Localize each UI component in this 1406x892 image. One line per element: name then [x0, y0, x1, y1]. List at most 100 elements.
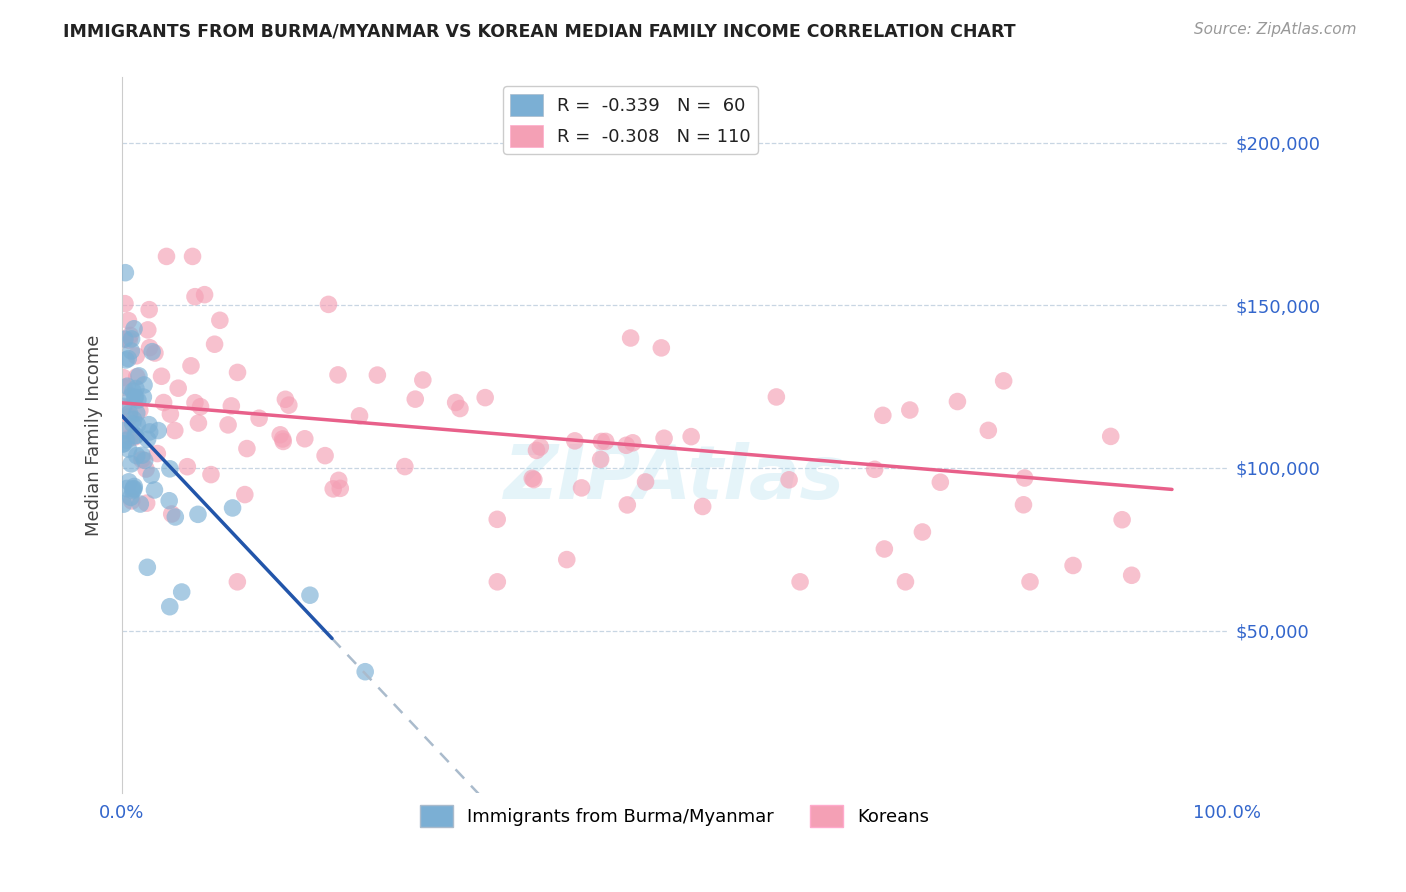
Point — [112, 436, 135, 450]
Point — [522, 471, 544, 485]
Point — [271, 432, 294, 446]
Point — [132, 390, 155, 404]
Point — [652, 431, 675, 445]
Point — [184, 395, 207, 409]
Point — [122, 384, 145, 399]
Point — [269, 427, 291, 442]
Point — [124, 390, 146, 404]
Point — [1014, 471, 1036, 485]
Point — [120, 343, 142, 358]
Point — [159, 599, 181, 614]
Point — [125, 449, 148, 463]
Point — [159, 407, 181, 421]
Point — [115, 434, 138, 448]
Point — [181, 249, 204, 263]
Point — [114, 296, 136, 310]
Point — [1019, 574, 1042, 589]
Point — [444, 395, 467, 409]
Point — [134, 453, 156, 467]
Point — [115, 353, 138, 368]
Point — [271, 434, 294, 449]
Point — [117, 313, 139, 327]
Point — [131, 452, 153, 467]
Point — [322, 482, 344, 496]
Point — [152, 395, 174, 409]
Point — [120, 491, 142, 505]
Point — [165, 510, 187, 524]
Point — [200, 467, 222, 482]
Point — [125, 428, 148, 442]
Point — [118, 406, 141, 420]
Point — [789, 574, 811, 589]
Point — [184, 290, 207, 304]
Point — [112, 333, 135, 347]
Point — [120, 328, 142, 343]
Point — [318, 297, 340, 311]
Point — [765, 390, 787, 404]
Point — [125, 349, 148, 363]
Point — [221, 399, 243, 413]
Point — [526, 443, 548, 458]
Point — [474, 391, 496, 405]
Point — [124, 479, 146, 493]
Point — [125, 382, 148, 396]
Point — [204, 337, 226, 351]
Point — [125, 406, 148, 420]
Point — [117, 442, 139, 457]
Point — [621, 435, 644, 450]
Point — [159, 462, 181, 476]
Point — [226, 574, 249, 589]
Point — [486, 574, 509, 589]
Point — [208, 313, 231, 327]
Point — [138, 302, 160, 317]
Point — [138, 341, 160, 355]
Point — [221, 500, 243, 515]
Point — [634, 475, 657, 489]
Point — [135, 496, 157, 510]
Point — [650, 341, 672, 355]
Point — [120, 389, 142, 403]
Point — [124, 430, 146, 444]
Point — [449, 401, 471, 416]
Point — [127, 417, 149, 432]
Point — [404, 392, 426, 406]
Point — [141, 468, 163, 483]
Point — [136, 560, 159, 574]
Point — [128, 368, 150, 383]
Point — [236, 442, 259, 456]
Point — [143, 483, 166, 497]
Point — [591, 434, 613, 449]
Point — [112, 424, 135, 438]
Point — [180, 359, 202, 373]
Point — [112, 370, 135, 384]
Point — [118, 475, 141, 489]
Point — [1062, 558, 1084, 573]
Point — [121, 332, 143, 346]
Point — [366, 368, 388, 382]
Point — [129, 497, 152, 511]
Point — [148, 424, 170, 438]
Point — [170, 585, 193, 599]
Point — [589, 452, 612, 467]
Point — [132, 378, 155, 392]
Point — [692, 500, 714, 514]
Point — [412, 373, 434, 387]
Point — [122, 322, 145, 336]
Point — [226, 366, 249, 380]
Point — [1012, 498, 1035, 512]
Point — [167, 381, 190, 395]
Point — [294, 432, 316, 446]
Point — [946, 394, 969, 409]
Y-axis label: Median Family Income: Median Family Income — [86, 334, 103, 536]
Point — [176, 459, 198, 474]
Point — [112, 419, 135, 434]
Point — [160, 507, 183, 521]
Point — [115, 482, 138, 496]
Point — [349, 409, 371, 423]
Point — [247, 411, 270, 425]
Point — [114, 266, 136, 280]
Point — [131, 448, 153, 462]
Point — [125, 369, 148, 384]
Point — [112, 401, 135, 415]
Point — [326, 368, 349, 382]
